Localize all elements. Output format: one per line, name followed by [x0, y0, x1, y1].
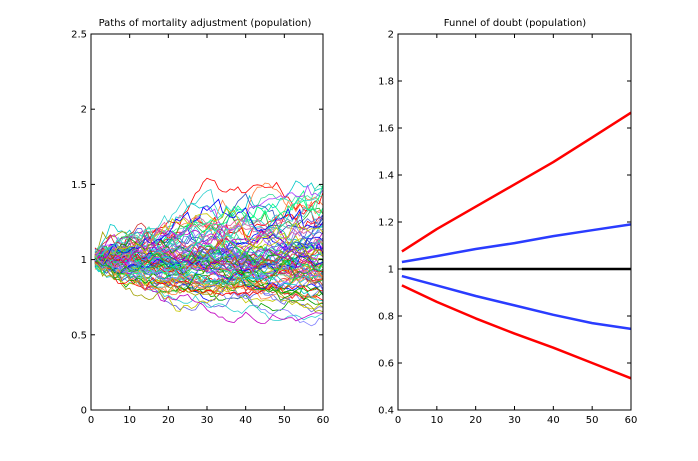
path-lines	[94, 177, 324, 327]
x-tick-label: 20	[162, 415, 175, 426]
x-tick-label: 10	[123, 415, 136, 426]
chart-title: Funnel of doubt (population)	[444, 18, 587, 29]
x-tick-label: 60	[625, 415, 638, 426]
x-tick-label: 30	[508, 415, 521, 426]
y-tick-label: 1.8	[378, 77, 394, 88]
funnel-line-lower-outer	[401, 284, 632, 380]
chart-title: Paths of mortality adjustment (populatio…	[99, 18, 312, 29]
y-tick-label: 2	[388, 30, 394, 41]
y-tick-label: 0.5	[71, 330, 87, 341]
path-line	[94, 255, 324, 312]
path-line	[94, 262, 324, 297]
y-axis-ticks: 0 0.5 1 1.5 2 2.5	[71, 30, 323, 417]
x-tick-label: 0	[395, 415, 401, 426]
x-tick-label: 50	[586, 415, 599, 426]
y-tick-label: 0	[81, 406, 87, 417]
path-line	[94, 238, 324, 273]
x-axis-ticks: 0 10 20 30 40 50 60	[88, 34, 330, 426]
path-line	[94, 263, 324, 295]
path-line	[94, 217, 324, 258]
path-line	[94, 254, 324, 293]
path-line	[94, 247, 324, 324]
x-axis-ticks: 0 10 20 30 40 50 60	[395, 34, 638, 426]
x-tick-label: 10	[430, 415, 443, 426]
plot-frame	[397, 33, 632, 411]
funnel-line-lower-inner	[401, 274, 632, 331]
path-line	[94, 222, 324, 286]
path-line	[94, 237, 324, 305]
path-line	[94, 245, 324, 283]
x-tick-label: 30	[201, 415, 214, 426]
path-line	[94, 254, 324, 291]
y-tick-label: 1	[388, 265, 394, 276]
y-tick-label: 0.6	[378, 359, 394, 370]
y-tick-label: 1.5	[71, 180, 87, 191]
funnel-lines	[401, 111, 632, 380]
funnel-line-upper-outer	[401, 111, 632, 253]
y-tick-label: 2	[81, 105, 87, 116]
path-line	[94, 198, 324, 267]
y-tick-label: 2.5	[71, 30, 87, 41]
y-axis-ticks: 0.4 0.6 0.8 1 1.2 1.4 1.6 1.8 2	[378, 30, 631, 417]
y-tick-label: 0.8	[378, 312, 394, 323]
x-tick-label: 0	[88, 415, 94, 426]
x-tick-label: 40	[547, 415, 560, 426]
x-tick-label: 60	[317, 415, 330, 426]
path-line	[94, 253, 324, 301]
funnel-line-upper-inner	[401, 223, 632, 264]
path-line	[94, 184, 324, 277]
path-line	[94, 244, 324, 301]
path-line	[94, 226, 324, 287]
chart-paths-of-mortality-adjustment: Paths of mortality adjustment (populatio…	[71, 18, 329, 426]
y-tick-label: 1	[81, 255, 87, 266]
path-line	[94, 223, 324, 260]
y-tick-label: 1.4	[378, 171, 394, 182]
x-tick-label: 20	[469, 415, 482, 426]
y-tick-label: 0.4	[378, 406, 394, 417]
x-tick-label: 40	[239, 415, 252, 426]
path-line	[94, 246, 324, 268]
y-tick-label: 1.2	[378, 218, 394, 229]
path-line	[94, 207, 324, 265]
path-line	[94, 214, 324, 275]
chart-funnel-of-doubt: Funnel of doubt (population) 0 10 20 30 40 50…	[378, 18, 637, 426]
path-line	[94, 241, 324, 273]
x-tick-label: 50	[278, 415, 291, 426]
path-line	[94, 246, 324, 302]
path-line	[94, 260, 324, 313]
path-line	[94, 262, 324, 292]
y-tick-label: 1.6	[378, 124, 394, 135]
